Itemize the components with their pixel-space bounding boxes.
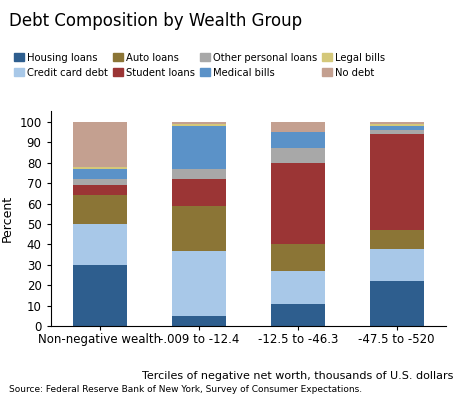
Bar	[171, 124, 226, 126]
Bar	[73, 167, 127, 169]
Bar	[73, 195, 127, 224]
Legend: Housing loans, Credit card debt, Auto loans, Student loans, Other personal loans: Housing loans, Credit card debt, Auto lo…	[14, 53, 385, 78]
Bar	[270, 148, 325, 163]
Bar	[270, 122, 325, 132]
Bar	[171, 169, 226, 179]
Bar	[270, 271, 325, 304]
Bar	[369, 124, 423, 126]
Bar	[73, 169, 127, 179]
Bar	[73, 122, 127, 167]
Bar	[369, 130, 423, 134]
Bar	[369, 249, 423, 281]
Y-axis label: Percent: Percent	[1, 195, 14, 242]
Bar	[369, 122, 423, 124]
Bar	[171, 179, 226, 206]
Text: Terciles of negative net worth, thousands of U.S. dollars: Terciles of negative net worth, thousand…	[142, 371, 453, 381]
Bar	[73, 265, 127, 326]
Bar	[270, 304, 325, 326]
Bar	[270, 163, 325, 244]
Bar	[369, 134, 423, 230]
Bar	[73, 185, 127, 195]
Bar	[171, 206, 226, 251]
Bar	[171, 251, 226, 316]
Bar	[270, 132, 325, 148]
Bar	[73, 224, 127, 265]
Bar	[369, 230, 423, 249]
Bar	[369, 126, 423, 130]
Bar	[73, 179, 127, 185]
Bar	[270, 244, 325, 271]
Bar	[171, 126, 226, 169]
Bar	[171, 122, 226, 124]
Text: Debt Composition by Wealth Group: Debt Composition by Wealth Group	[9, 12, 302, 30]
Text: Source: Federal Reserve Bank of New York, Survey of Consumer Expectations.: Source: Federal Reserve Bank of New York…	[9, 385, 362, 394]
Bar	[171, 316, 226, 326]
Bar	[369, 281, 423, 326]
